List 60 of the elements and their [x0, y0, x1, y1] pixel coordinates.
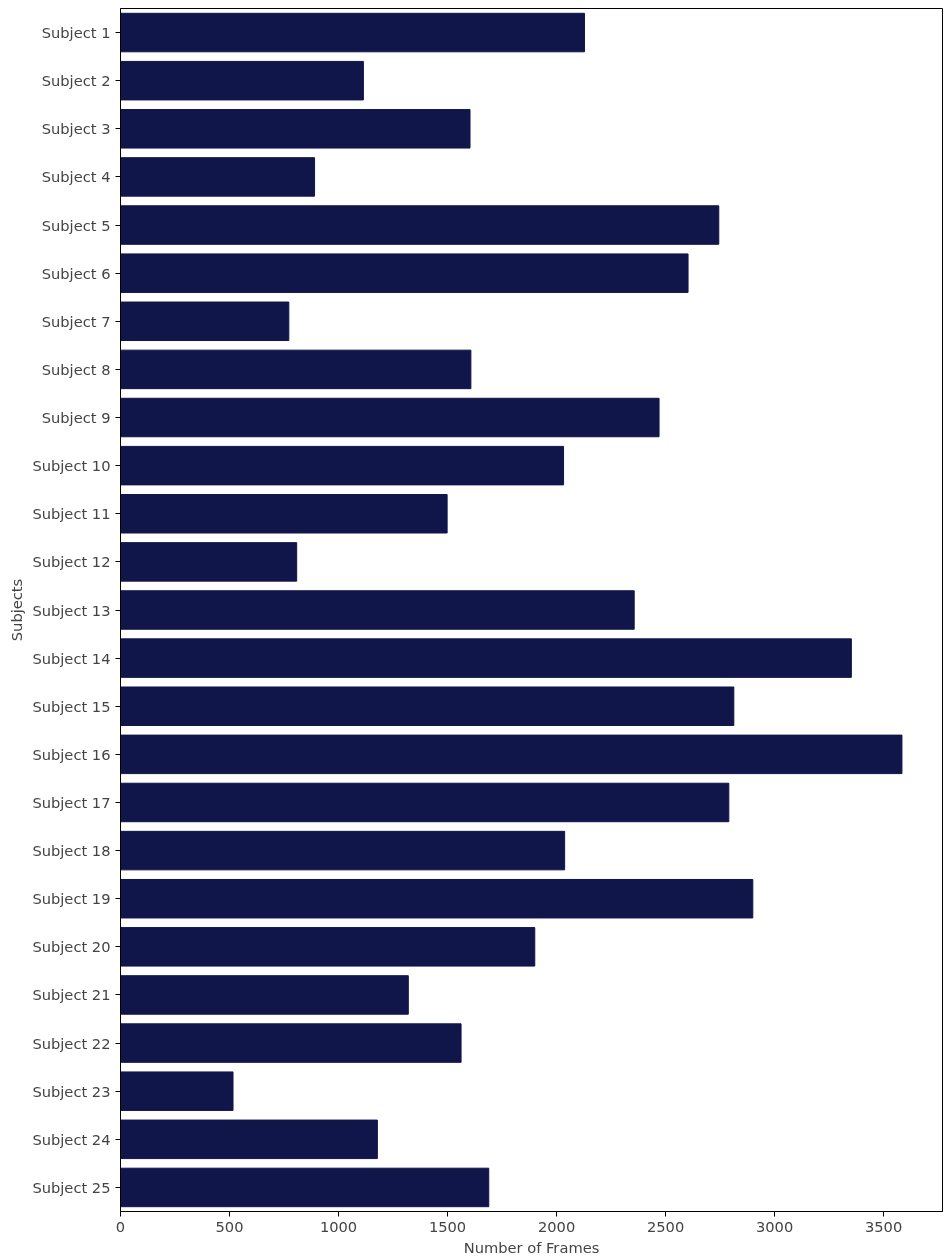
y-tick-label: Subject 12 — [32, 553, 111, 571]
y-tick-label: Subject 22 — [32, 1034, 111, 1052]
y-tick-label: Subject 10 — [32, 457, 111, 475]
y-tick-label: Subject 5 — [41, 216, 111, 234]
y-tick-label: Subject 7 — [41, 312, 111, 330]
bar — [120, 1119, 378, 1160]
bar — [120, 1023, 462, 1063]
bar — [120, 878, 754, 919]
y-tick-label: Subject 4 — [41, 168, 111, 186]
bar — [120, 542, 298, 582]
y-tick-label: Subject 23 — [32, 1082, 111, 1100]
y-tick-label: Subject 11 — [32, 505, 111, 523]
bar — [120, 60, 364, 101]
y-tick-label: Subject 13 — [32, 601, 111, 619]
x-tick-label: 3500 — [864, 1217, 903, 1235]
bar — [120, 157, 316, 197]
y-tick-label: Subject 6 — [41, 264, 111, 282]
y-tick-label: Subject 24 — [32, 1130, 111, 1148]
y-tick-label: Subject 21 — [32, 986, 111, 1004]
bar — [120, 253, 689, 293]
bar — [120, 1167, 490, 1208]
y-tick-label: Subject 1 — [41, 24, 111, 42]
bar — [120, 975, 409, 1015]
y-tick-label: Subject 17 — [32, 793, 111, 811]
x-axis-title: Number of Frames — [463, 1238, 600, 1256]
bar — [120, 109, 471, 149]
bar — [120, 349, 472, 390]
bar — [120, 830, 566, 871]
bar — [120, 734, 903, 775]
x-tick-label: 2500 — [646, 1217, 685, 1235]
y-tick-label: Subject 20 — [32, 938, 111, 956]
y-tick-label: Subject 2 — [41, 72, 111, 90]
y-tick-label: Subject 14 — [32, 649, 111, 667]
x-tick-label: 500 — [215, 1217, 244, 1235]
bar — [120, 686, 735, 726]
y-tick-label: Subject 16 — [32, 745, 111, 763]
y-tick-label: Subject 15 — [32, 697, 111, 715]
bar — [120, 301, 290, 342]
x-tick-label: 3000 — [755, 1217, 794, 1235]
bar — [120, 205, 720, 245]
bar — [120, 12, 585, 53]
y-tick-label: Subject 9 — [41, 409, 111, 427]
y-tick-label: Subject 3 — [41, 120, 111, 138]
bar — [120, 782, 730, 823]
bar — [120, 494, 448, 534]
x-tick-label: 1500 — [428, 1217, 467, 1235]
bar — [120, 445, 565, 486]
bar — [120, 927, 536, 967]
x-tick-label: 0 — [115, 1217, 126, 1235]
y-tick-label: Subject 19 — [32, 890, 111, 908]
y-tick-label: Subject 18 — [32, 842, 111, 860]
bar — [120, 1071, 234, 1111]
x-tick-label: 1000 — [319, 1217, 358, 1235]
y-tick-label: Subject 8 — [41, 360, 111, 378]
x-tick-label: 2000 — [537, 1217, 576, 1235]
bar — [120, 590, 635, 630]
bar — [120, 397, 660, 438]
y-tick-label: Subject 25 — [32, 1178, 111, 1196]
bar — [120, 638, 852, 678]
y-axis-title: Subjects — [8, 578, 26, 642]
